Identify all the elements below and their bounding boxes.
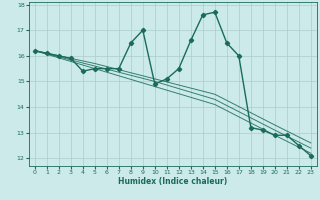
X-axis label: Humidex (Indice chaleur): Humidex (Indice chaleur) (118, 177, 228, 186)
